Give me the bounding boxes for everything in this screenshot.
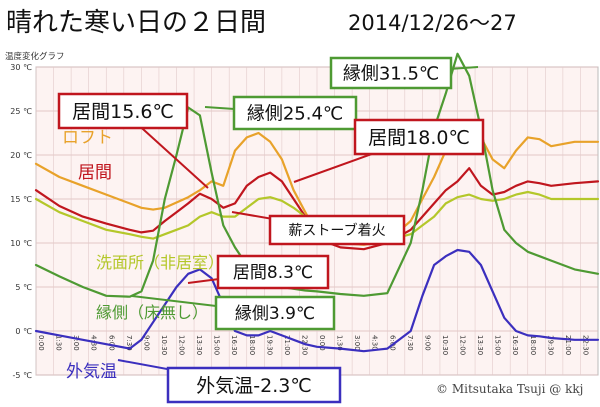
- x-tick-label: 16:30: [230, 335, 238, 355]
- x-tick-label: 10:30: [441, 335, 449, 355]
- series-line-0: [34, 127, 600, 246]
- x-tick-label: 9:00: [142, 335, 150, 351]
- x-tick-label: 0:00: [318, 335, 326, 351]
- callout-box: [166, 366, 342, 404]
- x-tick-label: 3:00: [353, 335, 361, 351]
- callout-text: 居間8.3℃: [233, 263, 313, 283]
- callout-box: [57, 92, 189, 130]
- callout-box: [329, 56, 453, 90]
- y-tick-label: 30 ℃: [10, 63, 32, 72]
- y-tick-label: 5 ℃: [15, 283, 32, 292]
- series-line-4: [34, 248, 600, 353]
- callout-text: 居間18.0℃: [368, 127, 470, 149]
- series-label: ロフト: [62, 128, 113, 148]
- x-tick-label: 18:00: [529, 335, 537, 355]
- x-tick-label: 1:30: [336, 335, 344, 351]
- copyright: © Mitsutaka Tsuji @ kkj: [436, 382, 583, 396]
- series-label: 外気温: [66, 362, 117, 382]
- x-tick-label: 10:30: [160, 335, 168, 355]
- x-tick-label: 15:00: [213, 335, 221, 355]
- x-tick-label: 19:30: [265, 335, 273, 355]
- x-tick-label: 15:00: [494, 335, 502, 355]
- series-line-3: [34, 52, 600, 298]
- series-label: 居間: [78, 163, 112, 183]
- y-axis-label: 温度変化グラフ: [5, 51, 65, 62]
- callout-text: 縁側25.4℃: [247, 103, 343, 124]
- series-label: 縁側（床無し）: [96, 303, 208, 322]
- callout-box: [216, 254, 330, 290]
- x-tick-label: 7:30: [125, 335, 133, 351]
- x-tick-label: 13:30: [476, 335, 484, 355]
- x-tick-label: 12:00: [178, 335, 186, 355]
- x-axis: 0:00 1:30 3:00 4:30 6:00 7:30 9:00 10:30 12:00 13…: [37, 335, 589, 355]
- x-tick-label: 12:00: [459, 335, 467, 355]
- x-tick-label: 6:00: [107, 335, 115, 351]
- x-tick-label: 4:30: [371, 335, 379, 351]
- series-label: 洗面所（非居室）: [96, 253, 224, 272]
- x-tick-label: 0:00: [37, 335, 45, 351]
- callout-box: [214, 295, 336, 331]
- y-tick-label: 0 ℃: [15, 327, 32, 336]
- y-tick-label: 25 ℃: [10, 107, 32, 116]
- callout-text: 縁側3.9℃: [235, 304, 315, 324]
- x-tick-label: 22:30: [300, 335, 308, 355]
- chart-title: 晴れた寒い日の２日間: [6, 8, 266, 38]
- x-tick-label: 21:00: [564, 335, 572, 355]
- x-tick-label: 3:00: [72, 335, 80, 351]
- x-tick-label: 16:30: [511, 335, 519, 355]
- x-tick-label: 22:30: [581, 335, 589, 355]
- callout-box: [268, 214, 406, 246]
- x-tick-label: 19:30: [546, 335, 554, 355]
- callout-text: 外気温-2.3℃: [196, 375, 311, 397]
- x-tick-label: 6:00: [388, 335, 396, 351]
- y-tick-label: 20 ℃: [10, 151, 32, 160]
- callout-text: 縁側31.5℃: [343, 63, 439, 84]
- y-tick-label: -5 ℃: [12, 371, 32, 380]
- x-tick-label: 1:30: [55, 335, 63, 351]
- x-tick-label: 9:00: [423, 335, 431, 351]
- x-tick-label: 21:00: [283, 335, 291, 355]
- callout-box: [232, 95, 358, 131]
- y-axis: 30 ℃ 25 ℃ 20 ℃ 15 ℃ 10 ℃ 5 ℃ 0 ℃ -5 ℃: [10, 63, 32, 380]
- x-tick-label: 18:00: [248, 335, 256, 355]
- x-tick-label: 7:30: [406, 335, 414, 351]
- callout-text: 居間15.6℃: [72, 101, 174, 123]
- callout-box: [353, 118, 485, 156]
- x-tick-label: 13:30: [195, 335, 203, 355]
- y-tick-label: 10 ℃: [10, 239, 32, 248]
- y-tick-label: 15 ℃: [10, 195, 32, 204]
- date-range: 2014/12/26〜27: [348, 11, 517, 35]
- callout-text: 薪ストーブ着火: [288, 222, 385, 239]
